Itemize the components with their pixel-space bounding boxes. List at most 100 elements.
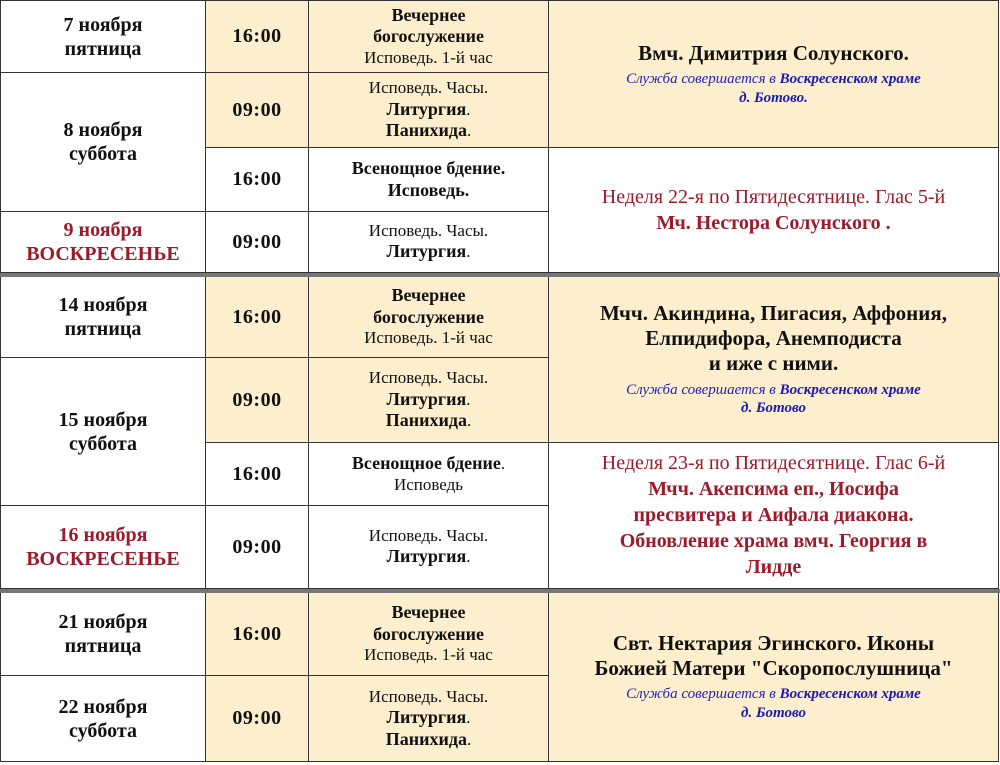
- service-text: .: [466, 547, 471, 567]
- feast-text: д. Ботово: [741, 400, 806, 417]
- service-text: Исповедь. Часы.: [368, 686, 489, 706]
- date-cell: 9 ноября ВОСКРЕСЕНЬЕ: [0, 211, 206, 273]
- date-weekday: суббота: [69, 143, 137, 165]
- service-line: Исповедь. 1-й час: [364, 645, 493, 665]
- service-text: .: [466, 389, 471, 409]
- feast-line: Неделя 23-я по Пятидесятнице. Глас 6-й: [602, 451, 945, 476]
- service-text: Литургия: [386, 241, 467, 262]
- feast-line: Лидде: [746, 554, 802, 580]
- service-text: .: [500, 454, 506, 473]
- time-cell: 16:00: [205, 592, 309, 676]
- service-text: .: [466, 99, 471, 119]
- feast-line: пресвитера и Аифала диакона.: [634, 502, 914, 528]
- time-cell: 16:00: [205, 276, 309, 358]
- time-cell: 09:00: [205, 505, 309, 589]
- service-time: 16:00: [232, 25, 282, 47]
- service-line: Исповедь. 1-й час: [364, 48, 493, 68]
- service-text: Вечернее: [391, 4, 466, 25]
- date-day: 16 ноября: [58, 524, 148, 546]
- feast-text: Божией Матери "Скоропослушница": [594, 656, 953, 681]
- date-day: 7 ноября: [63, 13, 143, 36]
- date-cell: 21 ноября пятница: [0, 592, 206, 676]
- service-line: богослужение: [373, 624, 484, 646]
- feast-cell: Вмч. Димитрия Солунского. Служба совершае…: [548, 0, 999, 148]
- date-weekday: суббота: [69, 432, 137, 455]
- date-day: 9 ноября: [63, 219, 143, 241]
- service-text: богослужение: [373, 306, 484, 327]
- service-line: Вечернее: [391, 285, 465, 307]
- feast-text: Служба совершается в: [626, 686, 780, 703]
- service-line: Исповедь. Часы.: [369, 687, 488, 707]
- service-line: богослужение: [373, 26, 484, 48]
- service-time: 09:00: [232, 707, 282, 729]
- service-text: Вечернее: [391, 285, 466, 306]
- feast-cell: Мчч. Акиндина, Пигасия, Аффония, Елпидифо…: [548, 276, 999, 443]
- service-line: Панихида.: [386, 120, 471, 142]
- service-cell: Исповедь. Часы. Литургия. Панихида.: [308, 72, 549, 148]
- service-line: Исповедь. 1-й час: [364, 328, 493, 348]
- date-day: 14 ноября: [58, 294, 148, 316]
- date-weekday: пятница: [64, 318, 142, 340]
- service-cell: Исповедь. Часы. Литургия.: [308, 505, 549, 589]
- feast-text: Воскресенском храме: [779, 686, 921, 703]
- service-cell: Исповедь. Часы. Литургия. Панихида.: [308, 357, 549, 443]
- feast-text: Мч. Нестора Солунского .: [656, 211, 891, 234]
- service-text: Литургия: [386, 707, 467, 728]
- date-cell: 7 ноября пятница: [0, 0, 206, 73]
- location-note: Служба совершается в Воскресенском храме: [626, 70, 921, 89]
- time-cell: 09:00: [205, 357, 309, 443]
- date-day: 21 ноября: [58, 611, 148, 633]
- feast-line: Неделя 22-я по Пятидесятнице. Глас 5-й: [602, 185, 945, 210]
- service-line: Литургия.: [387, 389, 471, 411]
- feast-text: Служба совершается в: [626, 70, 780, 87]
- service-cell: Всенощное бдение. Исповедь.: [308, 147, 549, 212]
- service-time: 09:00: [232, 388, 282, 411]
- date-cell: 15 ноября суббота: [0, 357, 206, 506]
- date-day: 8 ноября: [63, 119, 143, 141]
- service-time: 16:00: [232, 305, 282, 328]
- feast-text: Лидде: [745, 556, 802, 578]
- location-note: д. Ботово.: [739, 89, 808, 108]
- service-text: Исповедь. Часы.: [368, 368, 489, 388]
- service-text: Исповедь. Часы.: [368, 78, 489, 98]
- location-note: Служба совершается в Воскресенском храме: [626, 381, 921, 400]
- time-cell: 09:00: [205, 675, 309, 762]
- feast-line: Вмч. Димитрия Солунского.: [638, 41, 909, 66]
- service-text: Исповедь. 1-й час: [364, 328, 493, 348]
- feast-text: Вмч. Димитрия Солунского.: [638, 40, 909, 65]
- service-text: Исповедь. Часы.: [368, 526, 489, 545]
- service-text: Всенощное бдение: [351, 453, 501, 473]
- time-cell: 09:00: [205, 211, 309, 273]
- service-line: Исповедь. Часы.: [369, 368, 488, 388]
- service-text: Исповедь.: [387, 179, 470, 200]
- service-cell: Всенощное бдение. Исповедь: [308, 442, 549, 506]
- feast-line: Мчч. Акепсима еп., Иосифа: [648, 476, 899, 502]
- date-weekday: суббота: [69, 719, 137, 742]
- service-line: Исповедь. Часы.: [369, 526, 488, 546]
- service-text: .: [466, 411, 472, 431]
- feast-text: Елпидифора, Анемподиста: [645, 326, 902, 351]
- time-cell: 16:00: [205, 442, 309, 506]
- service-text: Литургия: [386, 546, 467, 567]
- date-weekday: пятница: [64, 635, 142, 657]
- service-time: 09:00: [232, 98, 282, 121]
- service-line: Исповедь. Часы.: [369, 221, 488, 241]
- location-note: д. Ботово: [741, 399, 806, 418]
- date-day: 15 ноября: [58, 408, 148, 431]
- service-text: Панихида: [385, 728, 467, 749]
- feast-line: и иже с ними.: [709, 351, 838, 376]
- block-divider: [0, 273, 1000, 277]
- feast-text: Воскресенском храме: [779, 381, 921, 398]
- feast-text: и иже с ними.: [708, 351, 839, 376]
- time-cell: 09:00: [205, 72, 309, 148]
- service-cell: Вечернее богослужение Исповедь. 1-й час: [308, 592, 549, 676]
- feast-line: Свт. Нектария Эгинского. Иконы: [613, 631, 934, 656]
- service-line: Литургия.: [387, 546, 471, 568]
- service-line: Литургия.: [387, 99, 471, 121]
- feast-text: пресвитера и Аифала диакона.: [633, 504, 914, 526]
- date-weekday: ВОСКРЕСЕНЬЕ: [26, 548, 180, 570]
- service-text: .: [466, 729, 472, 749]
- service-line: Литургия.: [387, 241, 471, 263]
- service-line: Вечернее: [391, 602, 465, 624]
- service-text: Вечернее: [391, 602, 466, 623]
